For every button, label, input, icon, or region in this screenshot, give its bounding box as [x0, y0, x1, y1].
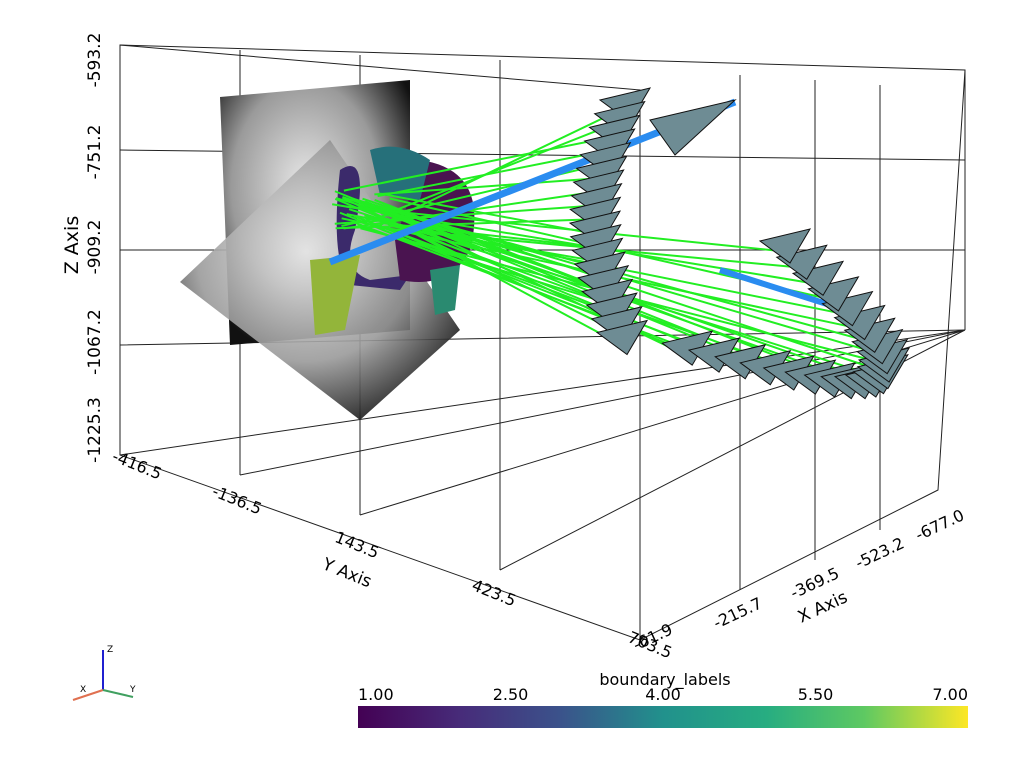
z-tick-label: -751.2	[85, 125, 105, 180]
colorbar-tick-label: 5.50	[798, 685, 834, 704]
z-tick-label: -1067.2	[85, 309, 105, 375]
orientation-widget: Z X Y	[73, 645, 136, 700]
y-tick-label: 143.5	[332, 528, 382, 563]
colorbar-tick-label: 2.50	[493, 685, 529, 704]
axis-label: Y	[129, 685, 136, 695]
colorbar	[358, 706, 968, 728]
z-tick-label: -909.2	[85, 220, 105, 275]
x-tick-label: -677.0	[912, 506, 967, 545]
axis-ticks: -593.2-751.2-909.2-1067.2-1225.3-416.5-1…	[85, 33, 967, 663]
z-axis-title: Z Axis	[61, 216, 83, 274]
colorbar-ticks: 1.00 2.50 4.00 5.50 7.00	[358, 685, 968, 704]
y-tick-label: 423.5	[469, 576, 519, 611]
colorbar-tick-label: 7.00	[932, 685, 968, 704]
z-tick-label: -1225.3	[85, 397, 105, 463]
frustum	[650, 100, 735, 155]
colorbar-tick-label: 4.00	[645, 685, 681, 704]
axis-label: Z	[107, 645, 113, 655]
colorbar-tick-label: 1.00	[358, 685, 394, 704]
y-tick-label: -136.5	[210, 481, 265, 518]
y-axis-title: Y Axis	[319, 554, 375, 592]
axis-label: X	[80, 685, 86, 695]
z-tick-label: -593.2	[85, 33, 105, 88]
x-tick-label: -215.7	[710, 594, 765, 633]
x-tick-label: -523.2	[852, 534, 907, 573]
